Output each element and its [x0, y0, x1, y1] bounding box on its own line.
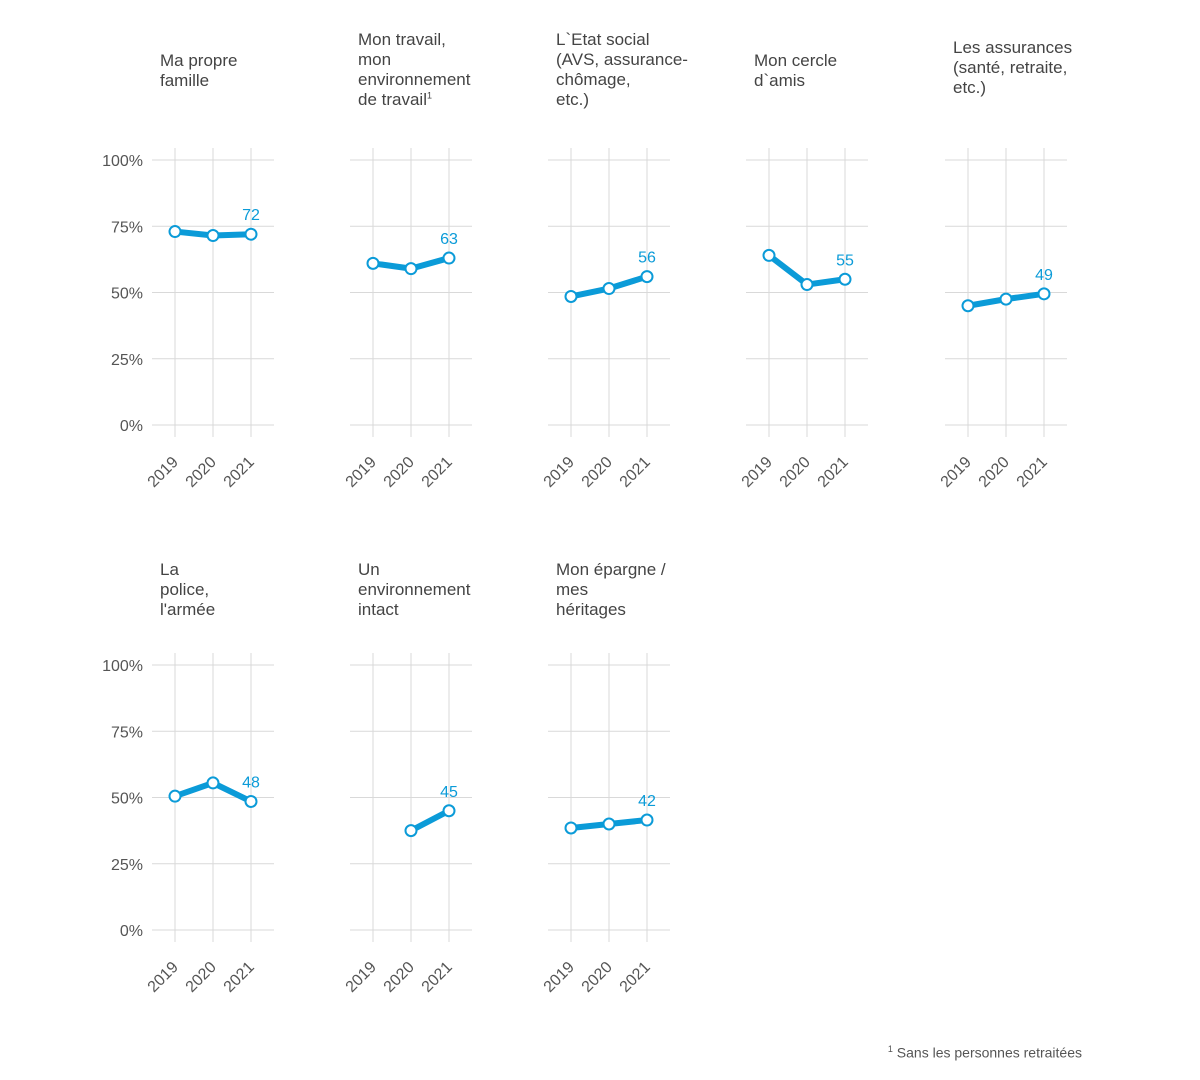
data-point [640, 813, 654, 827]
data-point [404, 824, 418, 838]
x-tick-label: 2020 [579, 454, 616, 491]
x-tick-label: 2019 [938, 454, 975, 491]
data-point [1037, 287, 1051, 301]
x-tick-label: 2019 [145, 454, 182, 491]
x-tick-label: 2021 [1014, 454, 1051, 491]
data-point [244, 227, 258, 241]
data-point [602, 817, 616, 831]
panel-title: L`Etat social (AVS, assurance- chômage, … [556, 30, 716, 110]
panel-title-text: Mon cercle d`amis [754, 51, 838, 90]
y-tick-label: 75% [111, 724, 143, 741]
x-tick-label: 2021 [617, 454, 654, 491]
x-tick-label: 2021 [221, 959, 258, 996]
panel-title: Les assurances (santé, retraite, etc.) [953, 38, 1113, 98]
x-tick-label: 2021 [815, 454, 852, 491]
x-tick-label: 2020 [976, 454, 1013, 491]
data-label: 45 [440, 784, 458, 801]
x-tick-label: 2021 [221, 454, 258, 491]
data-label: 49 [1035, 267, 1053, 284]
data-point [206, 776, 220, 790]
y-tick-label: 100% [102, 153, 143, 170]
x-tick-label: 2021 [617, 959, 654, 996]
data-point [762, 248, 776, 262]
panel-title: La police, l'armée [160, 560, 320, 620]
data-point [168, 789, 182, 803]
data-label: 63 [440, 231, 458, 248]
panel-title-text: Mon travail, mon environnement de travai… [358, 30, 471, 109]
data-point [999, 292, 1013, 306]
panel-title: Ma propre famille [160, 51, 320, 91]
x-tick-label: 2019 [343, 454, 380, 491]
data-point [442, 251, 456, 265]
footnote-text: Sans les personnes retraitées [896, 1044, 1082, 1061]
panel-title-text: Mon épargne / mes héritages [556, 560, 666, 619]
series-line [408, 807, 452, 834]
x-tick-label: 2019 [541, 454, 578, 491]
x-tick-label: 2020 [381, 959, 418, 996]
y-tick-label: 50% [111, 791, 143, 808]
x-tick-label: 2021 [419, 959, 456, 996]
data-point [442, 804, 456, 818]
data-point [168, 225, 182, 239]
panel-title-text: Un environnement intact [358, 560, 471, 619]
data-point [366, 256, 380, 270]
data-point [206, 229, 220, 243]
data-label: 56 [638, 250, 656, 267]
x-tick-label: 2019 [739, 454, 776, 491]
y-tick-label: 100% [102, 658, 143, 675]
footnote-mark: 1 [887, 1044, 893, 1054]
data-point [640, 270, 654, 284]
data-point [564, 289, 578, 303]
x-tick-label: 2019 [145, 959, 182, 996]
data-point [838, 272, 852, 286]
y-tick-label: 0% [120, 418, 143, 435]
panel-title-text: Ma propre famille [160, 51, 238, 90]
y-tick-label: 75% [111, 219, 143, 236]
panel-title: Un environnement intact [358, 560, 518, 620]
x-tick-label: 2020 [579, 959, 616, 996]
data-label: 72 [242, 207, 260, 224]
panel-title: Mon travail, mon environnement de travai… [358, 30, 518, 110]
x-tick-label: 2019 [343, 959, 380, 996]
x-tick-label: 2020 [381, 454, 418, 491]
data-label: 48 [242, 774, 260, 791]
panel-title-text: Les assurances (santé, retraite, etc.) [953, 38, 1073, 97]
data-label: 55 [836, 252, 854, 269]
x-tick-label: 2020 [183, 959, 220, 996]
x-tick-label: 2019 [541, 959, 578, 996]
data-point [564, 821, 578, 835]
footnote-mark: 1 [426, 90, 432, 101]
panel-title-text: L`Etat social (AVS, assurance- chômage, … [556, 30, 688, 109]
data-point [602, 282, 616, 296]
data-label: 42 [638, 793, 656, 810]
x-tick-label: 2020 [183, 454, 220, 491]
panel-title: Mon épargne / mes héritages [556, 560, 716, 620]
data-point [961, 299, 975, 313]
panel-title: Mon cercle d`amis [754, 51, 914, 91]
data-point [404, 262, 418, 276]
y-tick-label: 50% [111, 286, 143, 303]
y-tick-label: 25% [111, 352, 143, 369]
x-tick-label: 2020 [777, 454, 814, 491]
data-point [244, 794, 258, 808]
y-tick-label: 25% [111, 857, 143, 874]
footnote: 1 Sans les personnes retraitées [888, 1044, 1082, 1061]
x-tick-label: 2021 [419, 454, 456, 491]
data-point [800, 278, 814, 292]
panel-title-text: La police, l'armée [160, 560, 216, 619]
y-tick-label: 0% [120, 923, 143, 940]
